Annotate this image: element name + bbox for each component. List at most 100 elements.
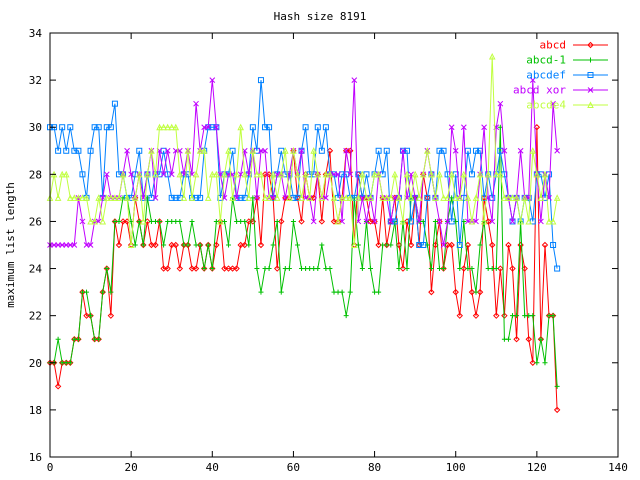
data-point-abcd xyxy=(160,265,167,272)
legend-marker xyxy=(587,101,594,108)
data-point-abcde4 xyxy=(553,194,561,201)
legend-label: abcdef xyxy=(526,69,566,82)
data-point-abcde4 xyxy=(160,123,167,131)
data-point-abcd xyxy=(229,265,236,272)
data-point-abcde4 xyxy=(371,170,378,178)
data-point-abcde4 xyxy=(184,147,192,154)
data-point-abcde4 xyxy=(245,194,253,201)
data-point-abcde4 xyxy=(200,147,208,154)
data-point-abcde4 xyxy=(79,194,86,201)
data-point-abcde4 xyxy=(131,194,139,201)
y-tick-label: 24 xyxy=(29,263,43,276)
data-point-abcd-1 xyxy=(177,218,183,224)
data-point-abcde4 xyxy=(541,170,549,178)
data-point-abcde4 xyxy=(322,170,330,178)
plot-frame xyxy=(49,32,619,458)
data-point-abcd-1 xyxy=(550,313,556,319)
data-point-abcd-1 xyxy=(104,266,110,272)
data-point-abcd xyxy=(168,241,175,249)
data-point-abcde4 xyxy=(537,194,545,201)
data-point-abcdef xyxy=(440,147,447,154)
data-point-abcdef xyxy=(95,124,102,131)
data-point-abcdef xyxy=(383,147,390,154)
data-point-abcdef xyxy=(257,77,264,84)
data-point-abcd xyxy=(367,218,374,225)
x-tick-label: 60 xyxy=(287,461,300,474)
data-point-abcd-xor xyxy=(128,171,134,178)
data-point-abcd-1 xyxy=(404,266,410,272)
data-point-abcdef xyxy=(168,194,175,201)
data-point-abcd xyxy=(54,383,62,390)
data-point-abcde4 xyxy=(253,170,261,178)
data-point-abcde4 xyxy=(476,170,484,178)
data-point-abcdef xyxy=(71,147,78,154)
data-point-abcd-1 xyxy=(84,289,90,295)
data-point-abcde4 xyxy=(103,194,111,201)
data-point-abcd-1 xyxy=(530,313,536,319)
data-point-abcd-1 xyxy=(189,218,195,224)
data-point-abcde4 xyxy=(334,217,342,225)
x-tick-label: 120 xyxy=(527,461,547,474)
legend-label: abcd xyxy=(540,39,567,52)
data-point-abcde4 xyxy=(415,194,423,201)
data-point-abcd-xor xyxy=(509,218,516,225)
x-tick-label: 40 xyxy=(206,461,219,474)
data-point-abcd-1 xyxy=(205,242,211,248)
data-point-abcd-1 xyxy=(343,313,349,319)
data-point-abcd-xor xyxy=(262,147,268,154)
data-point-abcd-xor xyxy=(335,171,341,178)
data-point-abcd-xor xyxy=(55,242,61,248)
data-point-abcd-xor xyxy=(347,171,354,178)
data-point-abcd-1 xyxy=(473,289,479,295)
x-tick-label: 140 xyxy=(608,461,628,474)
data-point-abcdef xyxy=(164,171,171,178)
data-point-abcdef xyxy=(404,147,411,154)
data-point-abcdef xyxy=(343,171,350,178)
data-point-abcde4 xyxy=(501,194,508,201)
data-point-abcde4 xyxy=(407,194,415,201)
data-point-abcde4 xyxy=(330,194,338,201)
data-point-abcd-1 xyxy=(319,242,325,248)
data-point-abcde4 xyxy=(107,194,115,201)
data-point-abcd-xor xyxy=(152,195,159,201)
data-point-abcdef xyxy=(55,147,62,154)
data-point-abcd-1 xyxy=(209,266,215,272)
data-point-abcd xyxy=(452,288,459,296)
data-point-abcde4 xyxy=(468,217,476,225)
data-point-abcde4 xyxy=(375,170,382,178)
data-point-abcd xyxy=(318,218,326,225)
data-point-abcdef xyxy=(79,171,86,178)
data-point-abcd-1 xyxy=(286,266,292,272)
data-point-abcd-xor xyxy=(124,147,130,154)
data-point-abcd-1 xyxy=(294,242,300,248)
data-point-abcde4 xyxy=(237,123,244,131)
data-point-abcd xyxy=(273,265,281,272)
data-point-abcde4 xyxy=(472,194,480,201)
data-point-abcd xyxy=(347,147,354,154)
data-point-abcdef xyxy=(91,124,98,131)
data-point-abcd-xor xyxy=(103,171,110,178)
y-axis-label: maximum list length xyxy=(4,182,17,308)
data-point-abcd-1 xyxy=(469,266,475,272)
data-point-abcde4 xyxy=(58,170,66,178)
data-point-abcdef xyxy=(197,194,204,201)
data-point-abcde4 xyxy=(403,170,411,178)
data-point-abcdef xyxy=(87,147,94,154)
data-point-abcde4 xyxy=(436,170,443,178)
data-point-abcd xyxy=(497,265,504,272)
data-point-abcde4 xyxy=(549,217,557,225)
data-point-abcd-xor xyxy=(193,100,199,107)
data-point-abcde4 xyxy=(265,194,273,201)
data-point-abcd-1 xyxy=(132,242,138,248)
x-tick-label: 0 xyxy=(47,461,54,474)
data-point-abcd-1 xyxy=(55,336,61,342)
data-point-abcd-1 xyxy=(266,266,272,272)
data-point-abcd xyxy=(505,241,512,249)
data-point-abcde4 xyxy=(383,194,391,201)
data-point-abcd-1 xyxy=(278,289,284,295)
data-point-abcd xyxy=(468,288,476,296)
data-point-abcde4 xyxy=(399,217,407,225)
data-point-abcd-1 xyxy=(242,218,248,224)
data-point-abcdef xyxy=(67,124,74,131)
legend-marker xyxy=(588,57,593,63)
